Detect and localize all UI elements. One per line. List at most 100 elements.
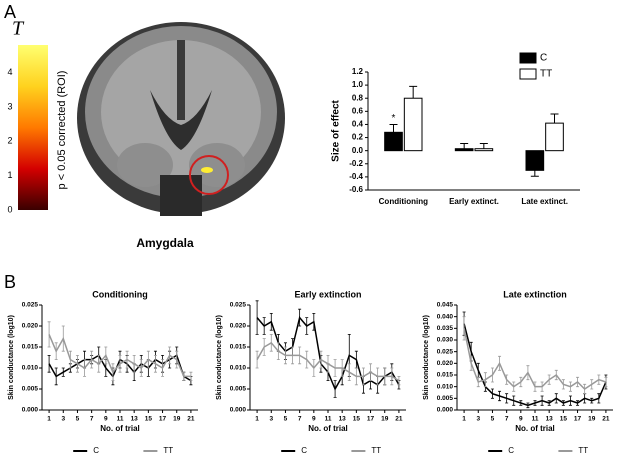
y-tick-label: 0.4 <box>352 120 364 129</box>
y-tick-label: -0.4 <box>349 172 363 181</box>
legend-label: TT <box>163 446 173 455</box>
x-tick-label: Early extinct. <box>449 197 499 206</box>
x-axis-label: No. of trial <box>308 424 348 433</box>
error-bar <box>255 300 259 335</box>
error-bar <box>530 170 539 177</box>
y-tick-label: 0.025 <box>230 302 247 309</box>
colorbar-tick-label: 1 <box>7 170 12 180</box>
y-tick-label: -0.6 <box>349 185 363 194</box>
y-tick-label: 0.035 <box>437 325 454 332</box>
bar <box>403 97 423 152</box>
y-tick-label: 0.010 <box>437 383 454 390</box>
legend-label: TT <box>540 69 552 80</box>
y-tick-label: 0.005 <box>437 395 454 402</box>
panel-label: B <box>4 272 16 292</box>
x-tick-label: 15 <box>560 416 568 423</box>
error-bar <box>409 85 418 99</box>
annotation: * <box>533 157 537 168</box>
y-tick-label: 0.0 <box>352 146 364 155</box>
y-tick-label: 0.000 <box>230 407 247 414</box>
x-tick-label: 21 <box>602 416 610 423</box>
x-tick-label: 15 <box>145 416 153 423</box>
x-tick-label: 1 <box>462 416 466 423</box>
bar <box>454 148 474 152</box>
legend-label: C <box>540 53 547 64</box>
x-tick-label: 11 <box>532 416 539 423</box>
y-tick-label: 0.8 <box>352 93 364 102</box>
x-axis-label: No. of trial <box>100 424 140 433</box>
x-tick-label: 7 <box>505 416 509 423</box>
bar <box>474 148 494 152</box>
x-tick-label: Late extinct. <box>521 197 568 206</box>
x-tick-label: 5 <box>76 416 80 423</box>
y-tick-label: 0.000 <box>437 407 454 414</box>
y-tick-label: 0.030 <box>437 337 454 344</box>
chart-title: Conditioning <box>92 289 147 299</box>
colorbar-label: p < 0.05 corrected (ROI) <box>56 71 68 190</box>
error-bar <box>47 321 51 348</box>
error-bar <box>47 355 51 373</box>
bar <box>384 131 403 152</box>
colorbar-tick-label: 4 <box>7 67 12 77</box>
error-bar <box>460 142 469 149</box>
x-tick-label: 17 <box>367 416 375 423</box>
legend-swatch <box>519 68 537 80</box>
y-tick-label: 0.015 <box>22 344 39 351</box>
x-tick-label: 19 <box>381 416 389 423</box>
colorbar-tick-label: 3 <box>7 101 12 111</box>
y-axis-label: Size of effect <box>331 99 342 161</box>
bar <box>545 122 564 152</box>
x-tick-label: 5 <box>491 416 495 423</box>
x-tick-label: 7 <box>90 416 94 423</box>
y-tick-label: 0.020 <box>437 360 454 367</box>
series-line <box>256 341 400 382</box>
x-tick-label: 3 <box>476 416 480 423</box>
caption: Amygdala <box>136 236 194 250</box>
error-bar <box>389 123 398 133</box>
x-tick-label: 13 <box>339 416 347 423</box>
y-tick-label: 0.2 <box>352 133 364 142</box>
y-tick-label: 0.6 <box>352 106 364 115</box>
y-tick-label: 0.025 <box>22 302 39 309</box>
annotation: * <box>392 113 396 124</box>
error-bar <box>550 113 559 124</box>
chart-title: Early extinction <box>294 289 361 299</box>
legend-label: C <box>508 446 514 455</box>
x-tick-label: 3 <box>61 416 65 423</box>
series-line <box>463 328 607 390</box>
series-line <box>463 323 607 407</box>
y-tick-label: 0.040 <box>437 313 454 320</box>
y-axis-label: Skin conductance (log10) <box>8 315 15 400</box>
y-tick-label: 0.020 <box>22 323 39 330</box>
x-tick-label: 1 <box>255 416 259 423</box>
x-tick-label: 19 <box>588 416 596 423</box>
x-tick-label: 13 <box>131 416 139 423</box>
legend-label: C <box>93 446 99 455</box>
y-tick-label: 0.010 <box>230 365 247 372</box>
series-line <box>48 334 191 378</box>
x-tick-label: 13 <box>546 416 554 423</box>
chart-title: Late extinction <box>503 289 567 299</box>
x-tick-label: 17 <box>574 416 582 423</box>
x-axis-label: No. of trial <box>515 424 555 433</box>
y-axis-label: Skin conductance (log10) <box>216 315 223 400</box>
panel-label: A <box>4 2 16 22</box>
legend-swatch <box>519 52 537 64</box>
x-tick-label: 3 <box>269 416 273 423</box>
colorbar-tick-label: 2 <box>7 136 12 146</box>
y-tick-label: 0.005 <box>22 386 39 393</box>
colorbar-title: T <box>12 18 25 40</box>
x-tick-label: 9 <box>519 416 523 423</box>
y-tick-label: 0.045 <box>437 302 454 309</box>
y-tick-label: 1.2 <box>352 67 364 76</box>
y-tick-label: 0.005 <box>230 386 247 393</box>
y-tick-label: 0.025 <box>437 348 454 355</box>
legend-label: TT <box>371 446 381 455</box>
y-tick-label: 0.015 <box>230 344 247 351</box>
x-tick-label: 9 <box>312 416 316 423</box>
x-tick-label: 1 <box>47 416 51 423</box>
y-tick-label: 0.010 <box>22 365 39 372</box>
colorbar-tick-label: 0 <box>7 204 12 214</box>
x-tick-label: Conditioning <box>379 197 428 206</box>
